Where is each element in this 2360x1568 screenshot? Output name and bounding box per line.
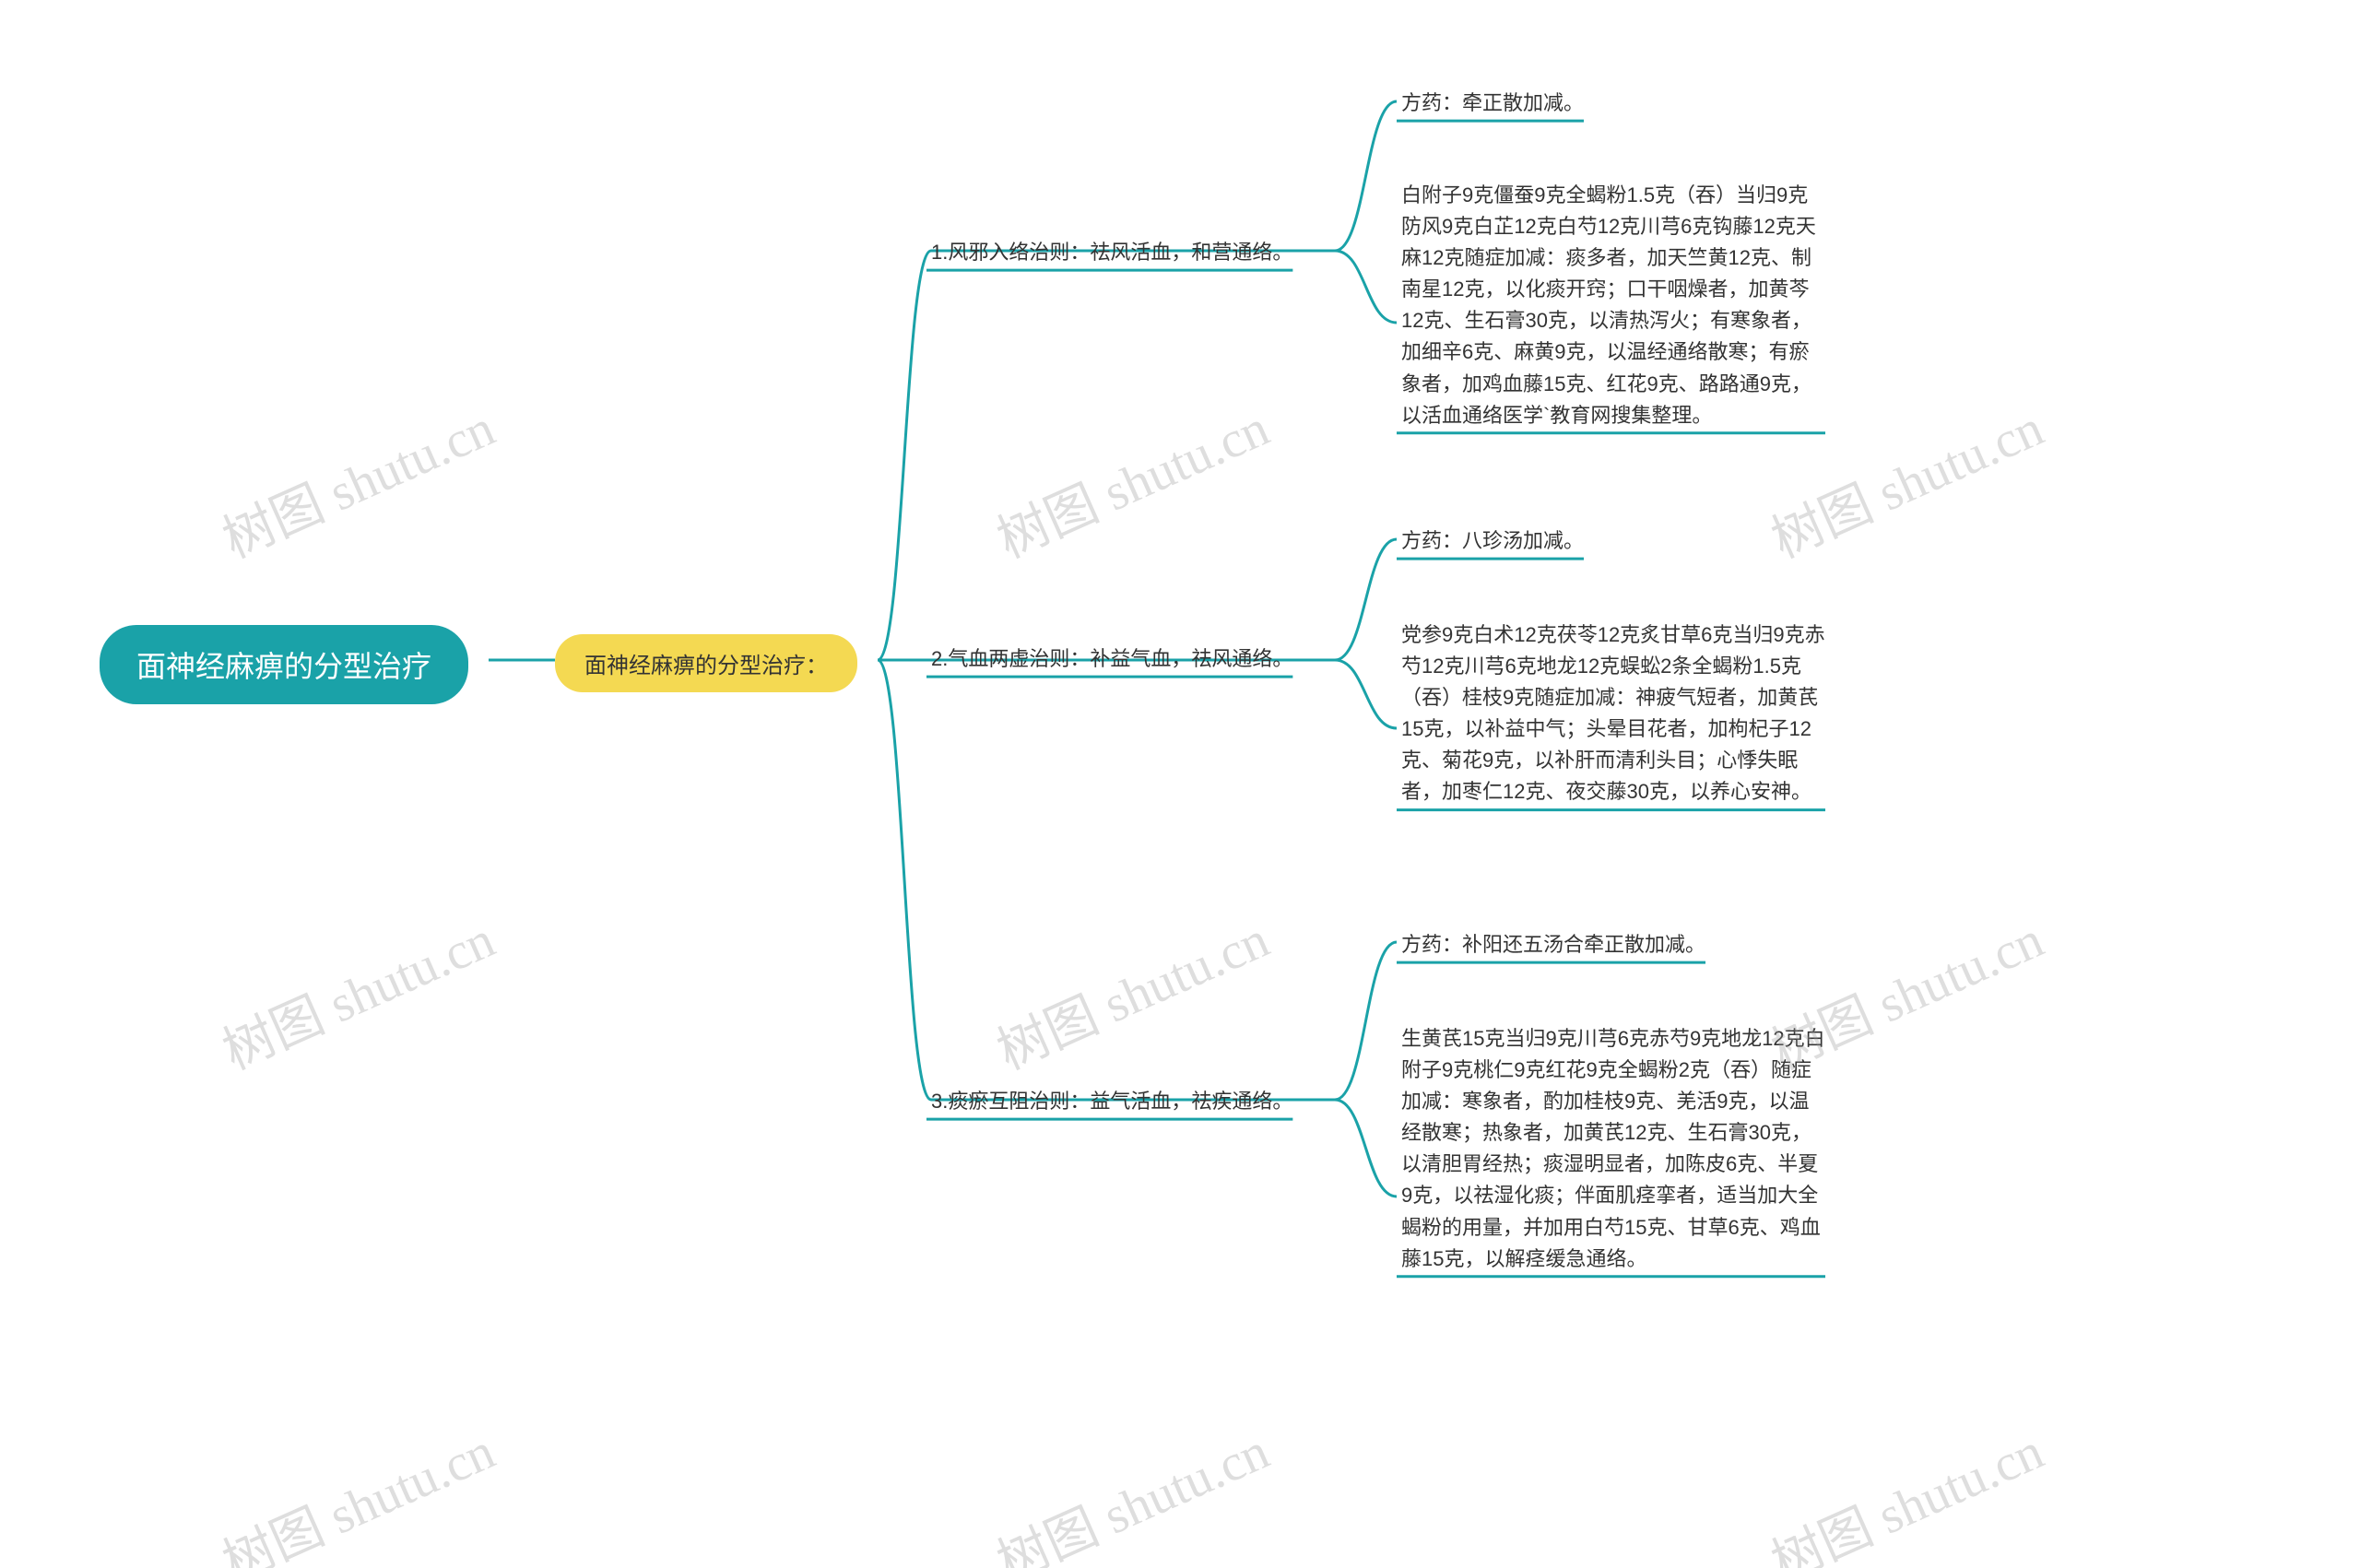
watermark: 树图 shutu.cn [984,387,1279,573]
watermark: 树图 shutu.cn [209,1410,504,1568]
branch-2-leaf-2[interactable]: 党参9克白术12克茯苓12克炙甘草6克当归9克赤芍12克川芎6克地龙12克蜈蚣2… [1401,619,1825,808]
mindmap-root[interactable]: 面神经麻痹的分型治疗 [100,625,468,704]
watermark: 树图 shutu.cn [1758,1410,2053,1568]
watermark: 树图 shutu.cn [984,1410,1279,1568]
branch-1-leaf-2[interactable]: 白附子9克僵蚕9克全蝎粉1.5克（吞）当归9克防风9克白芷12克白芍12克川芎6… [1401,180,1825,431]
branch-2[interactable]: 2.气血两虚治则：补益气血，祛风通络。 [931,643,1292,675]
watermark: 树图 shutu.cn [209,387,504,573]
watermark: 树图 shutu.cn [984,899,1279,1085]
branch-1[interactable]: 1.风邪入络治则：祛风活血，和营通络。 [931,237,1292,268]
watermark: 树图 shutu.cn [209,899,504,1085]
branch-2-leaf-1[interactable]: 方药：八珍汤加减。 [1401,525,1584,557]
mindmap-subroot[interactable]: 面神经麻痹的分型治疗： [555,634,857,692]
branch-3[interactable]: 3.痰瘀互阻治则：益气活血，祛疾通络。 [931,1086,1292,1117]
branch-1-leaf-1[interactable]: 方药：牵正散加减。 [1401,88,1584,119]
watermark: 树图 shutu.cn [1758,899,2053,1085]
branch-3-leaf-1[interactable]: 方药：补阳还五汤合牵正散加减。 [1401,929,1705,961]
branch-3-leaf-2[interactable]: 生黄芪15克当归9克川芎6克赤芍9克地龙12克白附子9克桃仁9克红花9克全蝎粉2… [1401,1023,1825,1275]
